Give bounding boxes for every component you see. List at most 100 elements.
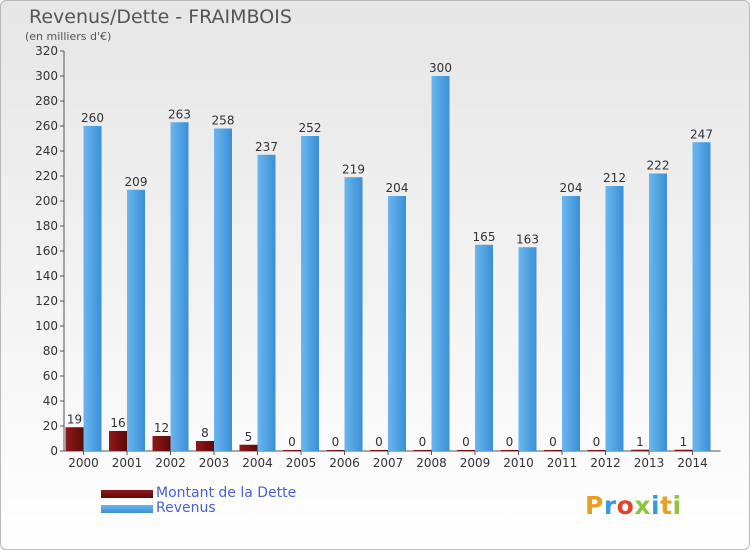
x-tick-label: 2013 [634,456,665,470]
data-label-revenue: 237 [255,140,278,154]
y-tick-label: 140 [35,269,58,283]
bar-debt [457,450,475,451]
x-tick-label: 2005 [286,456,317,470]
y-tick-label: 220 [35,169,58,183]
data-label-revenue: 209 [125,175,148,189]
data-label-debt: 8 [201,426,209,440]
bar-debt [587,450,606,451]
data-label-revenue: 260 [81,111,104,125]
bar-revenue [518,247,537,451]
logo-letter: t [660,491,673,520]
y-tick-label: 260 [35,119,58,133]
bar-revenue [431,76,450,451]
logo-letter: i [651,491,661,520]
legend-swatch-revenue [101,505,153,513]
data-label-debt: 0 [419,435,427,449]
bar-debt [109,431,127,451]
bar-debt [326,450,345,451]
data-label-debt: 5 [245,430,253,444]
bar-debt [413,450,432,451]
x-tick-label: 2011 [547,456,578,470]
x-tick-label: 2007 [373,456,404,470]
bar-debt [500,450,519,451]
logo-letter: r [603,491,617,520]
y-tick-label: 160 [35,244,58,258]
bar-debt [65,427,84,451]
bar-debt [196,441,214,451]
data-label-revenue: 219 [342,162,365,176]
bar-debt [152,436,171,451]
bars [65,76,711,451]
bar-revenue [344,177,363,451]
data-label-revenue: 263 [168,107,191,121]
y-tick-label: 120 [35,294,58,308]
data-labels: 19 260 16 209 12 263 8 258 5 237 0 252 0 219 0 204 0 300 0… [67,61,713,449]
x-tick-label: 2003 [199,456,230,470]
proxiti-logo: Proxiti [585,491,682,520]
x-tick-label: 2006 [329,456,360,470]
bar-debt [283,450,301,451]
data-label-revenue: 204 [560,181,583,195]
data-label-debt: 0 [375,435,383,449]
chart-subtitle: (en milliers d'€) [25,30,112,43]
x-tick-label: 2001 [112,456,143,470]
bar-revenue [388,196,406,451]
bar-revenue [475,244,493,451]
x-tick-label: 2000 [68,456,99,470]
logo-letter: o [616,491,635,520]
bar-debt [674,449,693,451]
data-label-debt: 0 [332,435,340,449]
bar-debt [370,450,388,451]
bar-revenue [692,142,711,451]
y-tick-label: 280 [35,94,58,108]
x-tick-label: 2012 [590,456,621,470]
data-label-revenue: 252 [299,121,322,135]
y-tick-label: 20 [43,419,58,433]
bar-revenue [170,122,189,451]
x-tick-label: 2014 [677,456,708,470]
y-tick-label: 0 [50,444,58,458]
data-label-revenue: 222 [647,159,670,173]
x-tick-label: 2010 [503,456,534,470]
y-tick-label: 100 [35,319,58,333]
data-label-debt: 0 [462,435,470,449]
data-label-debt: 12 [154,421,169,435]
data-label-revenue: 247 [690,127,713,141]
data-label-debt: 16 [110,416,125,430]
y-tick-label: 40 [43,394,58,408]
bar-debt [544,450,562,451]
data-label-debt: 0 [593,435,601,449]
legend-label-debt: Montant de la Dette [156,485,297,501]
data-label-revenue: 258 [212,114,235,128]
bar-debt [631,449,649,451]
y-tick-label: 320 [35,44,58,58]
bar-revenue [127,189,145,451]
bar-revenue [83,126,102,451]
y-tick-label: 80 [43,344,58,358]
bar-revenue [605,186,624,451]
data-label-revenue: 204 [386,181,409,195]
y-tick-label: 240 [35,144,58,158]
data-label-debt: 1 [636,435,644,449]
data-label-debt: 19 [67,412,82,426]
bar-revenue [301,136,319,451]
x-tick-label: 2002 [155,456,186,470]
bar-revenue [562,196,580,451]
logo-letter: x [634,491,651,520]
logo-letter: P [585,491,604,520]
legend-swatch-debt [101,490,153,498]
data-label-debt: 0 [549,435,557,449]
logo-letter: i [672,491,682,520]
bar-revenue [257,154,276,451]
x-tick-label: 2004 [242,456,273,470]
bar-revenue [649,173,667,451]
legend-label-revenue: Revenus [156,500,216,516]
x-tick-label: 2008 [416,456,447,470]
chart-title: Revenus/Dette - FRAIMBOIS [29,6,292,28]
y-tick-label: 200 [35,194,58,208]
data-label-debt: 1 [680,435,688,449]
bar-revenue [214,128,232,451]
bar-debt [239,444,258,451]
